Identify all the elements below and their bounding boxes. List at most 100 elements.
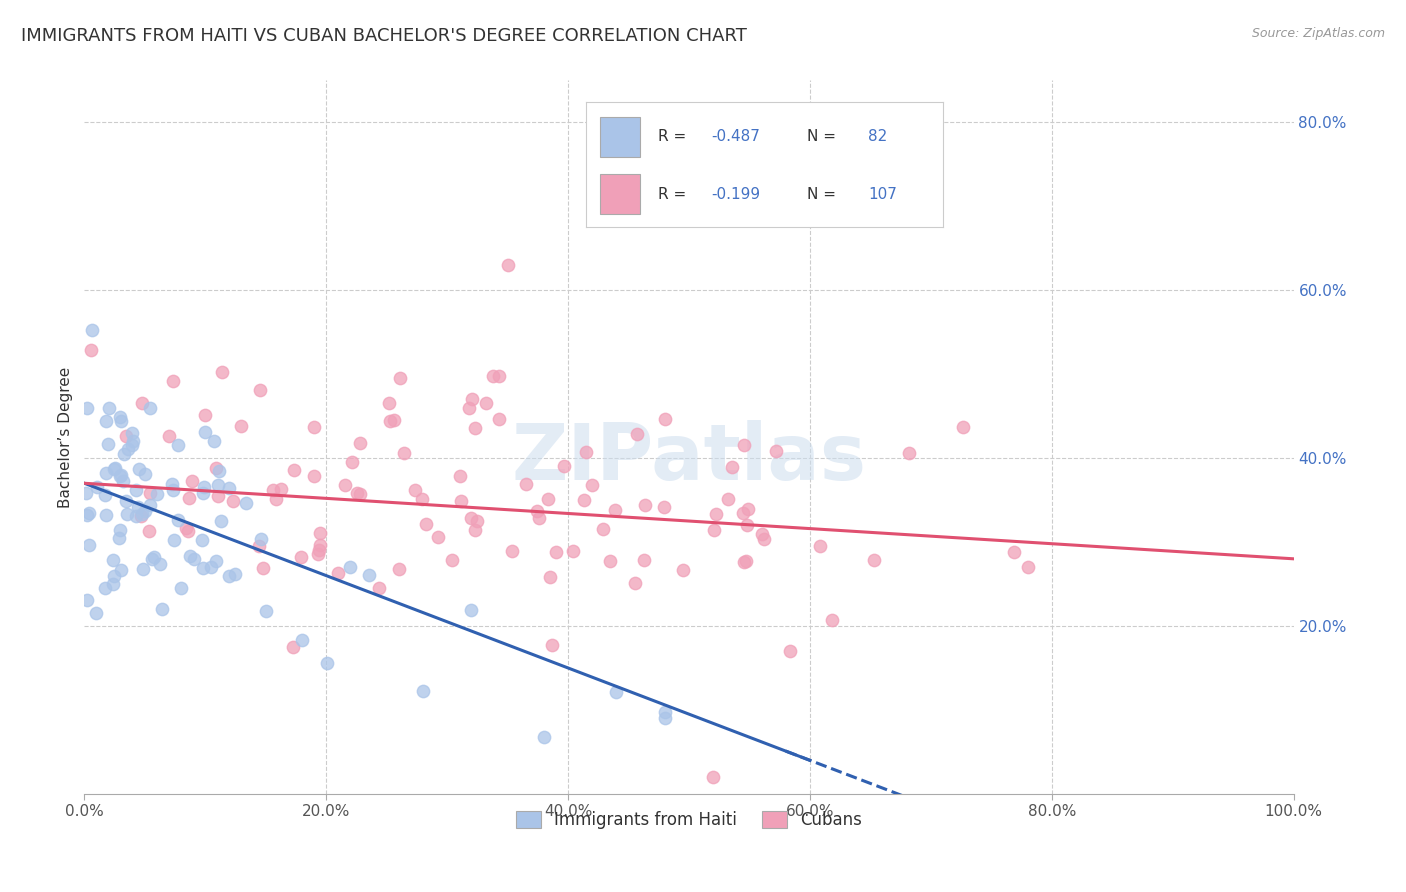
Point [111,475,134,489]
Point [179,549,201,563]
Point [149,558,172,572]
Point [249,383,271,397]
Point [464,524,486,538]
Point [316,656,339,670]
Y-axis label: Bachelor’s Degree: Bachelor’s Degree [58,367,73,508]
Point [80,343,103,358]
Point [202,434,225,449]
Point [737,502,759,516]
Point [107,531,129,545]
Point [309,525,332,540]
Point [221,493,243,508]
Point [110,467,132,482]
Point [527,510,550,524]
Point [112,447,135,461]
Point [672,563,695,577]
Point [181,474,204,488]
Point [177,491,200,505]
Point [290,550,312,565]
Point [654,711,676,725]
Point [592,522,614,536]
Point [572,493,595,508]
Point [139,401,162,415]
Point [82,323,104,337]
Point [733,506,755,520]
Point [283,462,305,476]
Point [737,517,759,532]
Point [461,392,484,406]
Point [599,554,621,568]
Point [157,429,180,443]
Point [412,684,434,698]
Point [160,476,183,491]
Point [252,561,274,575]
Point [382,413,405,427]
Point [204,554,226,568]
Point [704,507,727,521]
Point [121,426,143,441]
Point [77,506,100,520]
Point [191,561,214,575]
Point [863,552,886,566]
Point [515,477,537,491]
Point [270,482,292,496]
Text: Source: ZipAtlas.com: Source: ZipAtlas.com [1251,27,1385,40]
Point [224,567,246,582]
Point [121,434,143,449]
Point [388,562,411,576]
Point [654,412,676,426]
Point [218,481,240,495]
Point [264,492,287,507]
Point [191,533,214,548]
Point [605,685,627,699]
Point [450,494,472,508]
Point [108,469,131,483]
Point [141,551,163,566]
Point [131,507,153,521]
Point [389,371,412,385]
Point [464,420,486,434]
Point [467,514,489,528]
Point [721,460,744,475]
Point [142,549,165,564]
Point [733,438,755,452]
Point [281,640,304,654]
Point [533,731,555,745]
Point [129,508,152,523]
Point [752,532,775,546]
Point [125,509,148,524]
Text: ZIPatlas: ZIPatlas [512,420,866,497]
Point [1002,545,1025,559]
Point [538,570,561,584]
Point [163,533,186,548]
Point [115,428,138,442]
Point [262,483,284,498]
Point [150,602,173,616]
Point [415,517,437,532]
Point [346,486,368,500]
Point [231,419,253,434]
Point [138,524,160,539]
Point [735,554,758,568]
Point [357,568,380,582]
Point [703,523,725,537]
Point [605,502,627,516]
Point [779,644,801,658]
Point [115,507,138,521]
Point [75,486,97,500]
Point [139,498,162,512]
Point [110,414,132,428]
Point [952,419,974,434]
Point [575,445,598,459]
Point [205,461,228,475]
Point [177,524,200,539]
Point [449,469,471,483]
Point [162,483,184,497]
Point [751,526,773,541]
Point [488,411,510,425]
Point [131,396,153,410]
Point [77,538,100,552]
Point [304,469,326,483]
Point [97,401,120,415]
Text: IMMIGRANTS FROM HAITI VS CUBAN BACHELOR'S DEGREE CORRELATION CHART: IMMIGRANTS FROM HAITI VS CUBAN BACHELOR'… [21,27,747,45]
